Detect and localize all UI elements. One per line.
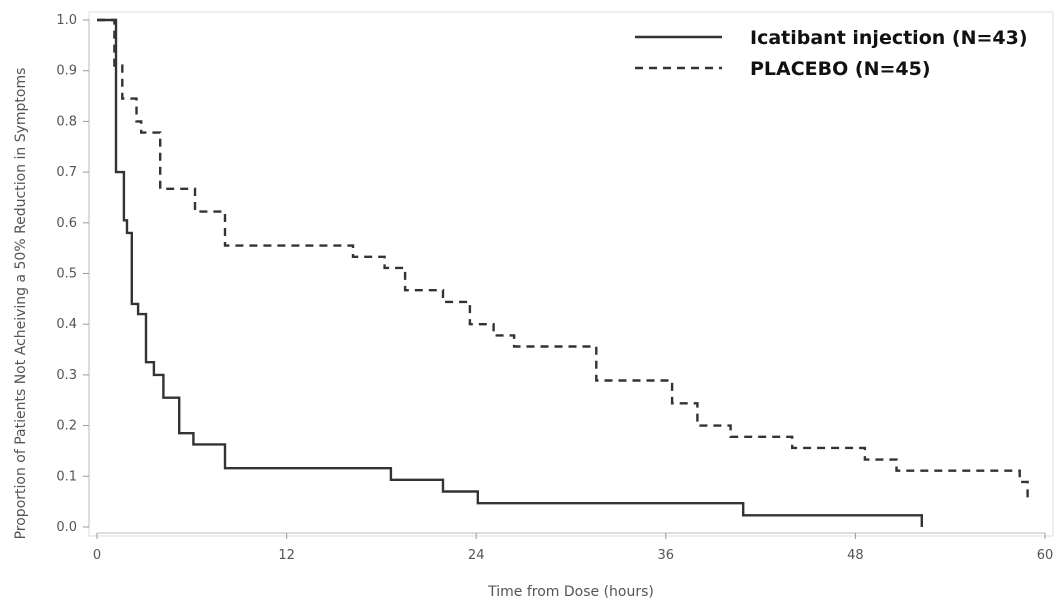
legend-label: PLACEBO (N=45)	[750, 58, 931, 80]
y-tick-label: 0.8	[56, 114, 77, 129]
y-tick-label: 1.0	[56, 13, 77, 28]
series-layer	[97, 18, 1029, 527]
x-tick-label: 0	[93, 548, 101, 563]
y-tick-label: 0.9	[56, 64, 77, 79]
y-tick-label: 0.5	[56, 267, 77, 282]
y-tick-label: 0.4	[56, 317, 77, 332]
x-axis-title: Time from Dose (hours)	[487, 584, 654, 599]
x-tick-label: 24	[468, 548, 485, 563]
y-axis: 0.0 0.1 0.2 0.3 0.4 0.5 0.6 0.7 0.8 0.9 1.0	[56, 13, 90, 535]
legend-label: Icatibant injection (N=43)	[750, 27, 1028, 49]
y-tick-label: 0.0	[56, 520, 77, 535]
legend: Icatibant injection (N=43) PLACEBO (N=45)	[635, 27, 1028, 80]
icatibant-series-line	[97, 18, 923, 527]
y-tick-label: 0.1	[56, 469, 77, 484]
y-tick-label: 0.6	[56, 216, 77, 231]
x-axis: 0 12 24 36 48 60	[93, 532, 1054, 563]
x-tick-label: 12	[278, 548, 295, 563]
plot-frame	[88, 11, 1054, 537]
y-tick-label: 0.7	[56, 165, 77, 180]
x-tick-label: 36	[658, 548, 675, 563]
x-tick-label: 48	[847, 548, 864, 563]
x-tick-label: 60	[1037, 548, 1054, 563]
y-axis-title: Proportion of Patients Not Acheiving a 5…	[13, 68, 29, 540]
y-tick-label: 0.3	[56, 368, 77, 383]
y-tick-label: 0.2	[56, 419, 77, 434]
placebo-series-line	[97, 18, 1029, 499]
